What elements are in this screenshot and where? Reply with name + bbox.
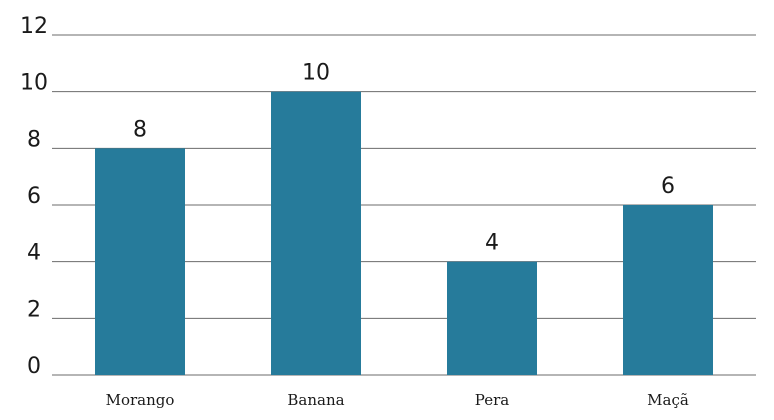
y-tick-label: 0 (27, 354, 41, 379)
data-label: 4 (485, 231, 499, 256)
category-label: Pera (475, 391, 509, 409)
y-tick-label: 4 (27, 241, 41, 266)
category-label: Maçã (647, 391, 689, 409)
bar-banana (271, 91, 361, 376)
bars (95, 91, 713, 376)
y-tick-label: 12 (20, 14, 48, 39)
data-label: 10 (302, 61, 330, 86)
y-axis-ticks: 0 2 4 6 8 10 12 (20, 14, 48, 379)
bar-pera (447, 261, 537, 375)
category-label: Morango (106, 391, 175, 409)
category-label: Banana (287, 391, 344, 409)
y-tick-label: 10 (20, 71, 48, 96)
y-tick-label: 8 (27, 127, 41, 152)
y-tick-label: 2 (27, 297, 41, 322)
data-label: 8 (133, 117, 147, 142)
data-label: 6 (661, 174, 675, 199)
x-axis-categories: Morango Banana Pera Maçã (106, 391, 689, 409)
bar-maçã (623, 205, 713, 375)
data-labels: 8 10 4 6 (133, 61, 675, 256)
bar-morango (95, 148, 185, 375)
y-tick-label: 6 (27, 184, 41, 209)
